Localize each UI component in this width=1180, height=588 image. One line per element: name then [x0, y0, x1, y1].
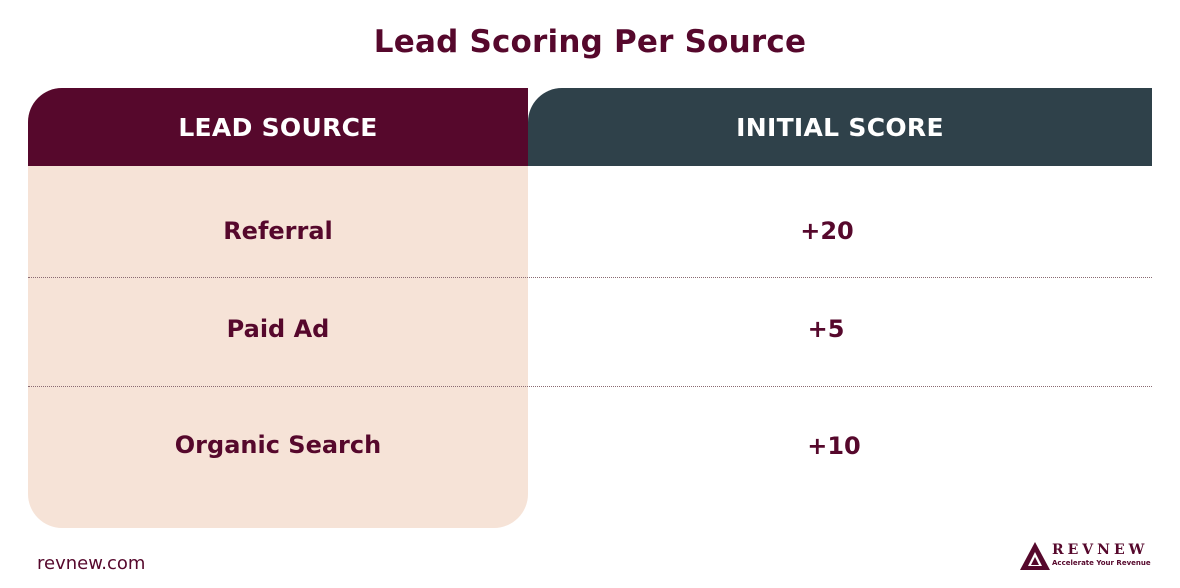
- footer-url: revnew.com: [37, 553, 146, 574]
- header-lead-source: LEAD SOURCE: [28, 88, 528, 166]
- initial-score-cell: +5: [807, 315, 845, 343]
- lead-source-cell: Referral: [223, 217, 333, 245]
- lead-source-cell: Organic Search: [174, 431, 382, 459]
- row-divider: [28, 386, 1152, 387]
- logo-tagline: Accelerate Your Revenue: [1052, 559, 1151, 567]
- lead-source-cell: Paid Ad: [226, 315, 330, 343]
- header-initial-score: INITIAL SCORE: [528, 88, 1152, 166]
- logo-name: REVNEW: [1052, 542, 1149, 558]
- row-divider: [28, 277, 1152, 278]
- page-title: Lead Scoring Per Source: [373, 24, 807, 60]
- revnew-logo: REVNEW Accelerate Your Revenue: [1018, 540, 1151, 574]
- initial-score-cell: +20: [800, 217, 854, 245]
- initial-score-cell: +10: [807, 432, 861, 460]
- mountain-triangle-icon: [1020, 542, 1050, 570]
